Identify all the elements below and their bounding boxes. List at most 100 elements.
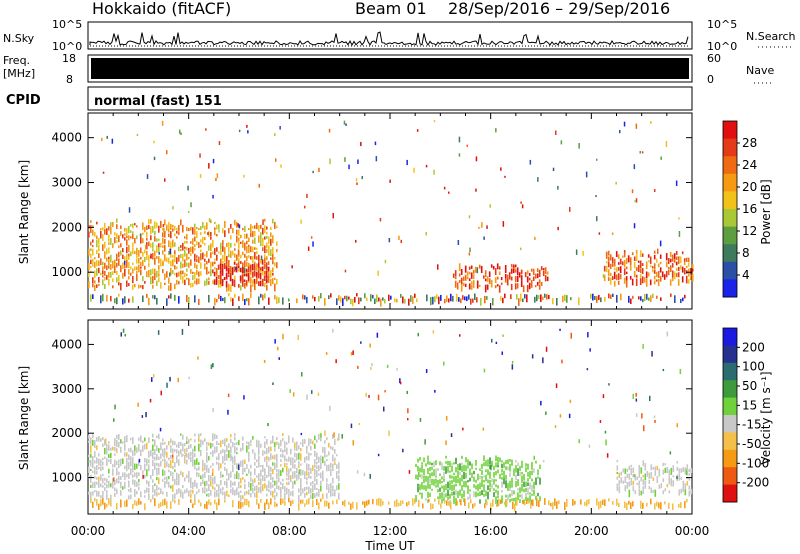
data-cell <box>169 272 171 277</box>
data-cell <box>307 246 310 251</box>
data-cell <box>431 462 433 466</box>
data-cell <box>106 478 108 483</box>
data-cell <box>100 272 102 275</box>
data-cell <box>595 195 597 198</box>
data-cell <box>260 232 262 240</box>
data-cell <box>523 481 525 487</box>
data-cell <box>511 360 514 364</box>
data-cell <box>429 473 431 479</box>
data-cell <box>210 452 212 455</box>
data-cell <box>128 226 130 234</box>
data-cell <box>216 461 218 465</box>
data-cell <box>252 255 254 263</box>
data-cell <box>617 273 620 280</box>
data-cell <box>274 454 276 460</box>
data-cell <box>429 484 431 489</box>
data-cell <box>294 459 296 463</box>
data-cell <box>270 453 272 460</box>
data-cell <box>616 465 619 471</box>
data-cell <box>525 463 527 467</box>
data-cell <box>306 491 308 496</box>
data-cell <box>208 474 210 482</box>
data-cell <box>184 240 186 244</box>
data-cell <box>258 225 260 232</box>
data-cell <box>429 478 431 484</box>
data-cell <box>493 472 495 478</box>
data-cell <box>473 470 475 475</box>
data-cell <box>437 480 439 488</box>
data-cell <box>461 465 463 472</box>
data-cell <box>181 454 183 457</box>
data-cell <box>236 222 238 228</box>
data-cell <box>242 459 244 468</box>
data-cell <box>350 351 353 356</box>
data-cell <box>266 275 268 282</box>
colorbar-segment <box>723 244 737 263</box>
data-cell <box>144 257 146 262</box>
data-cell <box>487 491 489 500</box>
data-cell <box>615 181 617 185</box>
data-cell <box>473 491 475 497</box>
data-cell <box>641 413 643 419</box>
data-cell <box>433 461 435 468</box>
data-cell <box>212 450 214 457</box>
data-cell <box>206 266 208 275</box>
data-cell <box>220 463 222 469</box>
data-cell <box>515 460 517 463</box>
data-cell <box>529 159 532 165</box>
colorbar-segment <box>723 191 737 210</box>
data-cell <box>214 491 216 498</box>
data-cell <box>670 467 673 475</box>
data-cell <box>649 265 652 268</box>
data-cell <box>683 258 686 262</box>
data-cell <box>176 480 178 486</box>
data-cell <box>680 476 683 480</box>
data-cell <box>276 472 278 480</box>
data-cell <box>506 274 509 278</box>
data-cell <box>114 438 116 446</box>
data-cell <box>350 298 352 305</box>
data-cell <box>181 328 184 335</box>
data-cell <box>536 281 539 286</box>
data-cell <box>252 239 254 244</box>
data-cell <box>513 498 515 502</box>
data-cell <box>90 220 92 223</box>
data-cell <box>266 226 268 230</box>
data-cell <box>521 475 523 483</box>
data-cell <box>400 239 402 244</box>
data-cell <box>342 298 344 306</box>
data-cell <box>533 481 535 489</box>
data-cell <box>308 498 310 505</box>
data-cell <box>566 499 568 507</box>
data-cell <box>138 486 140 491</box>
data-cell <box>274 277 276 280</box>
data-cell <box>202 487 204 494</box>
data-cell <box>174 441 176 446</box>
data-cell <box>289 389 291 393</box>
data-cell <box>623 259 626 268</box>
data-cell <box>646 293 648 300</box>
data-cell <box>227 409 229 415</box>
data-cell <box>150 235 152 241</box>
colorbar-tick-label: -100 <box>742 456 769 470</box>
data-cell <box>136 258 138 264</box>
data-cell <box>252 449 254 454</box>
data-cell <box>130 456 132 461</box>
data-cell <box>294 464 296 469</box>
data-cell <box>138 444 140 452</box>
data-cell <box>234 446 236 454</box>
data-cell <box>170 282 172 291</box>
data-cell <box>216 270 218 278</box>
data-cell <box>552 502 554 510</box>
data-cell <box>138 257 140 264</box>
data-cell <box>298 494 300 503</box>
data-cell <box>487 485 489 491</box>
data-cell <box>555 383 558 388</box>
data-cell <box>274 495 276 501</box>
data-cell <box>660 297 662 301</box>
data-cell <box>592 293 594 301</box>
data-cell <box>178 478 180 486</box>
data-cell <box>248 298 250 306</box>
data-cell <box>316 452 318 461</box>
data-cell <box>242 436 244 441</box>
